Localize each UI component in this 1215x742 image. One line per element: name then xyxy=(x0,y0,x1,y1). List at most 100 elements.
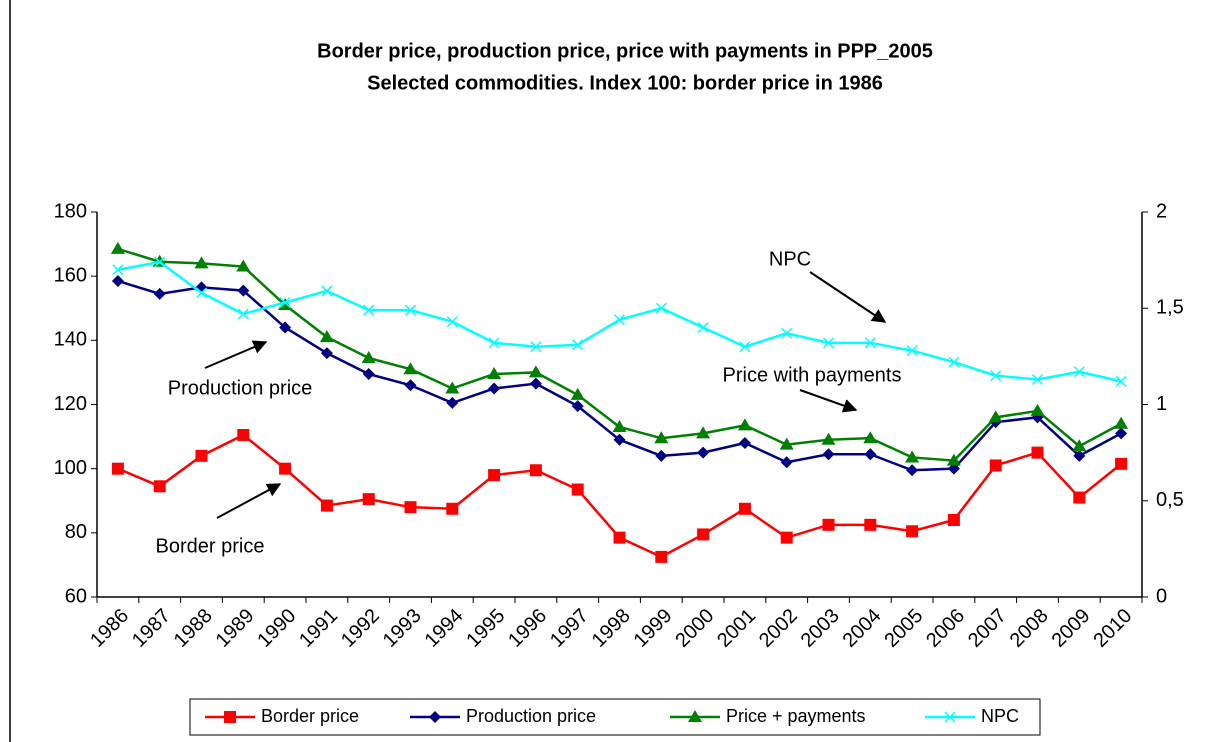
point xyxy=(237,428,250,441)
x-tick-label: 2009 xyxy=(1048,605,1095,652)
x-tick-label: 2004 xyxy=(839,605,886,652)
point xyxy=(110,241,125,254)
point xyxy=(153,287,166,300)
point xyxy=(1114,416,1129,429)
point xyxy=(906,525,919,538)
point xyxy=(488,382,501,395)
x-tick-label: 1996 xyxy=(504,605,551,652)
point xyxy=(696,426,711,439)
point xyxy=(780,456,793,469)
legend-item: Price + payments xyxy=(670,706,866,726)
point xyxy=(946,453,961,466)
x-tick-label: 2010 xyxy=(1089,605,1136,652)
point xyxy=(362,493,375,506)
point xyxy=(654,431,669,444)
point xyxy=(446,396,459,409)
y-tick-label: 100 xyxy=(54,457,87,479)
x-tick-label: 1999 xyxy=(630,605,677,652)
x-tick-label: 1986 xyxy=(86,605,133,652)
point xyxy=(906,345,918,357)
point xyxy=(111,274,124,287)
x-tick-label: 1994 xyxy=(421,605,468,652)
point xyxy=(446,316,458,328)
x-tick-label: 1992 xyxy=(337,605,384,652)
point xyxy=(1072,439,1087,452)
y2-tick-label: 1,5 xyxy=(1156,297,1184,319)
point xyxy=(487,367,502,380)
point xyxy=(1115,375,1127,387)
point xyxy=(613,531,626,544)
point xyxy=(154,256,166,268)
y-tick-label: 120 xyxy=(54,393,87,415)
point xyxy=(279,462,292,475)
point xyxy=(363,304,375,316)
point xyxy=(655,550,668,563)
x-tick-label: 2000 xyxy=(671,605,718,652)
point xyxy=(612,419,627,432)
point xyxy=(655,449,668,462)
x-tick-label: 1998 xyxy=(588,605,635,652)
point xyxy=(529,464,542,477)
point xyxy=(278,298,293,311)
point xyxy=(321,285,333,297)
legend-marker xyxy=(429,711,441,723)
x-tick-label: 2005 xyxy=(880,605,927,652)
point xyxy=(906,464,919,477)
point xyxy=(488,337,500,349)
series xyxy=(111,428,1128,563)
point xyxy=(1031,446,1044,459)
point xyxy=(1031,373,1044,386)
point xyxy=(864,448,877,461)
point xyxy=(403,362,418,375)
point xyxy=(194,256,209,269)
point xyxy=(697,528,710,541)
point xyxy=(237,284,250,297)
point xyxy=(948,356,960,368)
point xyxy=(570,387,585,400)
point xyxy=(1073,449,1086,462)
point xyxy=(821,432,836,445)
point xyxy=(1073,491,1086,504)
point xyxy=(529,377,542,390)
annotations: NPC Production price Price with payments… xyxy=(156,248,902,557)
point xyxy=(320,499,333,512)
point xyxy=(863,431,878,444)
legend-marker xyxy=(224,711,236,723)
annotation: Border price xyxy=(156,535,265,557)
x-tick-label: 1987 xyxy=(128,605,175,652)
point xyxy=(697,321,709,334)
point xyxy=(738,437,751,449)
x-tick-label: 2003 xyxy=(797,605,844,652)
point xyxy=(781,327,793,339)
x-tick-label: 2006 xyxy=(922,605,969,652)
x-tick-label: 1989 xyxy=(212,605,259,652)
point xyxy=(111,462,124,475)
legend-marker xyxy=(688,710,702,722)
point xyxy=(1115,427,1128,440)
point xyxy=(739,341,751,353)
series xyxy=(110,241,1129,466)
x-tick-label: 1988 xyxy=(170,605,217,652)
legend-label: NPC xyxy=(981,706,1019,726)
annotation-arrow xyxy=(809,271,887,323)
chart-title: Border price, production price, price wi… xyxy=(317,40,933,62)
point xyxy=(362,368,375,381)
point xyxy=(780,531,793,544)
point xyxy=(445,381,460,394)
point xyxy=(571,400,584,413)
point xyxy=(779,437,794,450)
point xyxy=(1030,403,1045,416)
point xyxy=(153,480,166,493)
legend-label: Border price xyxy=(261,706,359,726)
y2-tick-label: 2 xyxy=(1156,200,1167,222)
y-tick-label: 180 xyxy=(54,200,87,222)
point xyxy=(738,502,751,515)
annotation: Production price xyxy=(168,377,313,399)
legend-item: Production price xyxy=(410,706,596,726)
point xyxy=(279,321,292,334)
point xyxy=(195,287,208,299)
x-tick-label: 2001 xyxy=(713,605,760,652)
point xyxy=(697,446,710,459)
point xyxy=(947,514,960,526)
